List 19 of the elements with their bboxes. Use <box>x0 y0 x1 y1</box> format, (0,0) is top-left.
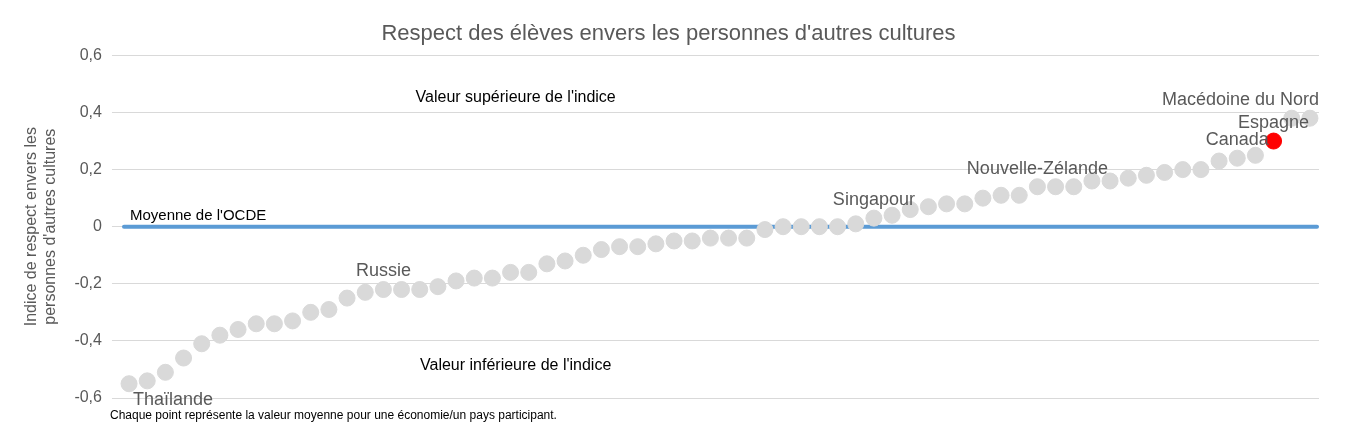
y-tick-label: 0,4 <box>79 102 103 120</box>
chart-title: Respect des élèves envers les personnes d'autres cultures <box>381 20 956 46</box>
annotation: Thaïlande <box>133 388 214 409</box>
annotation: Nouvelle-Zélande <box>966 157 1108 178</box>
annotation: Macédoine du Nord <box>1161 89 1320 110</box>
text: Chaque point représente la valeur moyenne pour une économie/un pays participant. <box>109 408 557 423</box>
annotation: Espagne <box>1238 112 1310 133</box>
annotation: Valeur supérieure de l'indice <box>415 87 616 105</box>
ref-line-label: Moyenne de l'OCDE <box>129 206 267 224</box>
annotation: Valeur inférieure de l'indice <box>419 356 612 374</box>
annotation: Singapour <box>832 189 915 210</box>
y-tick-label: 0 <box>93 217 103 235</box>
y-tick-label: -0,2 <box>74 274 103 292</box>
y-axis-title: Indice de respect envers les personnes d'autres cultures <box>22 127 59 327</box>
y-tick-label: 0,6 <box>79 45 103 63</box>
y-tick-label: -0,6 <box>74 388 103 406</box>
y-tick-label: 0,2 <box>79 160 103 178</box>
annotation: Russie <box>355 260 411 281</box>
y-tick-label: -0,4 <box>74 331 103 349</box>
